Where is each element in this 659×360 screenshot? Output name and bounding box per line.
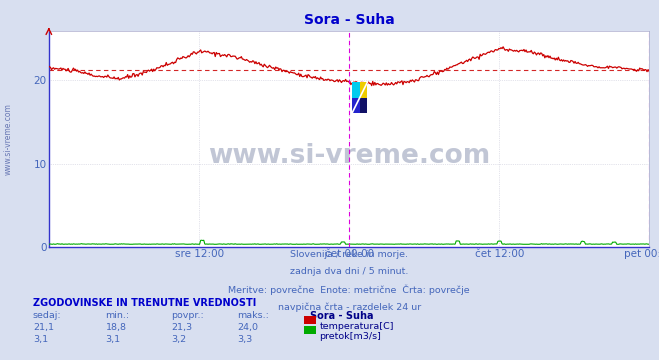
Text: pretok[m3/s]: pretok[m3/s] <box>320 332 382 341</box>
Text: 21,1: 21,1 <box>33 323 54 332</box>
Text: 3,1: 3,1 <box>33 335 48 344</box>
Text: maks.:: maks.: <box>237 311 269 320</box>
Text: 3,3: 3,3 <box>237 335 252 344</box>
Text: 24,0: 24,0 <box>237 323 258 332</box>
Polygon shape <box>360 98 367 113</box>
Text: Meritve: povrečne  Enote: metrične  Črta: povrečje: Meritve: povrečne Enote: metrične Črta: … <box>229 285 470 295</box>
Text: 3,2: 3,2 <box>171 335 186 344</box>
Text: www.si-vreme.com: www.si-vreme.com <box>208 143 490 169</box>
Polygon shape <box>353 98 360 113</box>
Polygon shape <box>360 82 367 98</box>
Text: Slovenija / reke in morje.: Slovenija / reke in morje. <box>290 250 409 259</box>
Text: Sora - Suha: Sora - Suha <box>304 13 395 27</box>
Text: 18,8: 18,8 <box>105 323 127 332</box>
Text: zadnja dva dni / 5 minut.: zadnja dva dni / 5 minut. <box>290 267 409 276</box>
Text: sedaj:: sedaj: <box>33 311 61 320</box>
Text: navpična črta - razdelek 24 ur: navpična črta - razdelek 24 ur <box>277 302 421 311</box>
Text: 21,3: 21,3 <box>171 323 192 332</box>
Polygon shape <box>353 82 360 98</box>
Text: min.:: min.: <box>105 311 130 320</box>
Text: 3,1: 3,1 <box>105 335 121 344</box>
Text: povpr.:: povpr.: <box>171 311 204 320</box>
Text: ZGODOVINSKE IN TRENUTNE VREDNOSTI: ZGODOVINSKE IN TRENUTNE VREDNOSTI <box>33 298 256 308</box>
Text: www.si-vreme.com: www.si-vreme.com <box>4 103 13 175</box>
Text: Sora - Suha: Sora - Suha <box>310 311 373 321</box>
Text: temperatura[C]: temperatura[C] <box>320 322 394 331</box>
